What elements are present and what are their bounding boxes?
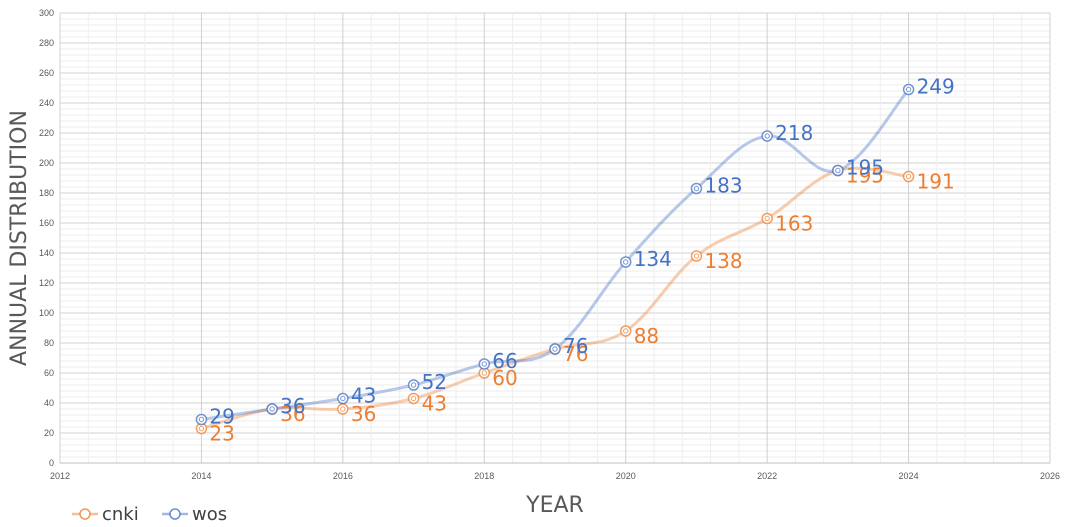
y-tick-label: 200 xyxy=(39,158,54,168)
data-label-wos: 29 xyxy=(209,405,234,429)
data-point-cnki[interactable] xyxy=(761,212,773,225)
y-tick-label: 100 xyxy=(39,308,54,318)
data-label-cnki: 60 xyxy=(492,366,517,390)
series-line-wos xyxy=(199,88,911,421)
y-axis-title: ANNUAL DISTRIBUTION xyxy=(7,110,32,366)
axis-ticks: 0 20 40 60 80 100 120 140 160 180 200 220 240 260 280 3… xyxy=(39,8,1060,481)
series xyxy=(195,83,915,435)
x-tick-label: 2024 xyxy=(899,471,919,481)
y-tick-label: 60 xyxy=(44,368,54,378)
data-label-cnki: 36 xyxy=(280,402,305,426)
data-label-wos: 66 xyxy=(492,349,517,373)
data-label-wos: 183 xyxy=(704,174,742,198)
data-label-cnki: 36 xyxy=(351,402,376,426)
legend-item-wos[interactable]: wos xyxy=(162,504,227,525)
x-tick-label: 2020 xyxy=(616,471,636,481)
legend-item-cnki[interactable]: cnki xyxy=(72,504,139,525)
data-point-wos[interactable] xyxy=(407,379,420,391)
data-point-cnki[interactable] xyxy=(407,392,420,405)
data-label-cnki: 138 xyxy=(704,249,742,273)
y-tick-label: 120 xyxy=(39,278,54,288)
data-point-wos[interactable] xyxy=(337,392,349,405)
data-label-cnki: 195 xyxy=(846,164,884,188)
x-tick-label: 2018 xyxy=(474,471,494,481)
data-label-cnki: 191 xyxy=(917,170,955,194)
data-label-cnki: 43 xyxy=(422,392,447,416)
data-label-cnki: 88 xyxy=(634,324,659,348)
data-point-cnki[interactable] xyxy=(902,170,915,183)
data-label-wos: 43 xyxy=(351,384,376,408)
y-tick-label: 160 xyxy=(39,218,54,228)
data-label-wos: 134 xyxy=(634,247,672,271)
legend-marker-icon xyxy=(169,508,181,520)
y-tick-label: 20 xyxy=(44,428,54,438)
legend[interactable]: cnki wos xyxy=(72,504,227,525)
x-axis-title: YEAR xyxy=(525,493,584,518)
x-tick-label: 2016 xyxy=(333,471,353,481)
data-point-wos[interactable] xyxy=(266,403,278,415)
data-label-cnki: 23 xyxy=(209,422,234,446)
data-point-wos[interactable] xyxy=(549,343,561,355)
data-point-wos[interactable] xyxy=(690,182,703,195)
data-point-cnki[interactable] xyxy=(337,403,349,415)
y-tick-label: 280 xyxy=(39,38,54,48)
x-tick-label: 2014 xyxy=(191,471,211,481)
series-line-cnki xyxy=(199,166,911,430)
data-label-cnki: 163 xyxy=(775,212,813,236)
data-point-cnki[interactable] xyxy=(619,325,632,337)
data-point-wos[interactable] xyxy=(761,130,773,142)
x-tick-label: 2022 xyxy=(757,471,777,481)
data-label-wos: 36 xyxy=(280,394,305,418)
y-tick-label: 80 xyxy=(44,338,54,348)
x-tick-label: 2026 xyxy=(1040,471,1060,481)
y-tick-label: 140 xyxy=(39,248,54,258)
legend-marker-icon xyxy=(79,508,91,520)
data-point-wos[interactable] xyxy=(478,358,491,370)
data-label-cnki: 76 xyxy=(563,342,588,366)
y-tick-label: 260 xyxy=(39,68,54,78)
legend-label: wos xyxy=(192,504,227,525)
y-tick-label: 300 xyxy=(39,8,54,18)
data-point-wos[interactable] xyxy=(832,164,844,177)
data-point-cnki[interactable] xyxy=(690,250,703,262)
data-label-wos: 218 xyxy=(775,121,813,145)
data-label-wos: 249 xyxy=(917,75,955,99)
y-tick-label: 180 xyxy=(39,188,54,198)
y-tick-label: 0 xyxy=(49,458,54,468)
data-point-wos[interactable] xyxy=(902,83,915,96)
data-label-wos: 52 xyxy=(422,370,447,394)
y-tick-label: 220 xyxy=(39,128,54,138)
data-label-wos: 76 xyxy=(563,334,588,358)
y-tick-label: 40 xyxy=(44,398,54,408)
data-point-wos[interactable] xyxy=(195,413,208,426)
data-label-wos: 195 xyxy=(846,156,884,180)
y-tick-label: 240 xyxy=(39,98,54,108)
legend-label: cnki xyxy=(102,504,139,525)
data-point-wos[interactable] xyxy=(619,256,632,268)
grid xyxy=(59,12,1051,464)
x-tick-label: 2012 xyxy=(50,471,70,481)
